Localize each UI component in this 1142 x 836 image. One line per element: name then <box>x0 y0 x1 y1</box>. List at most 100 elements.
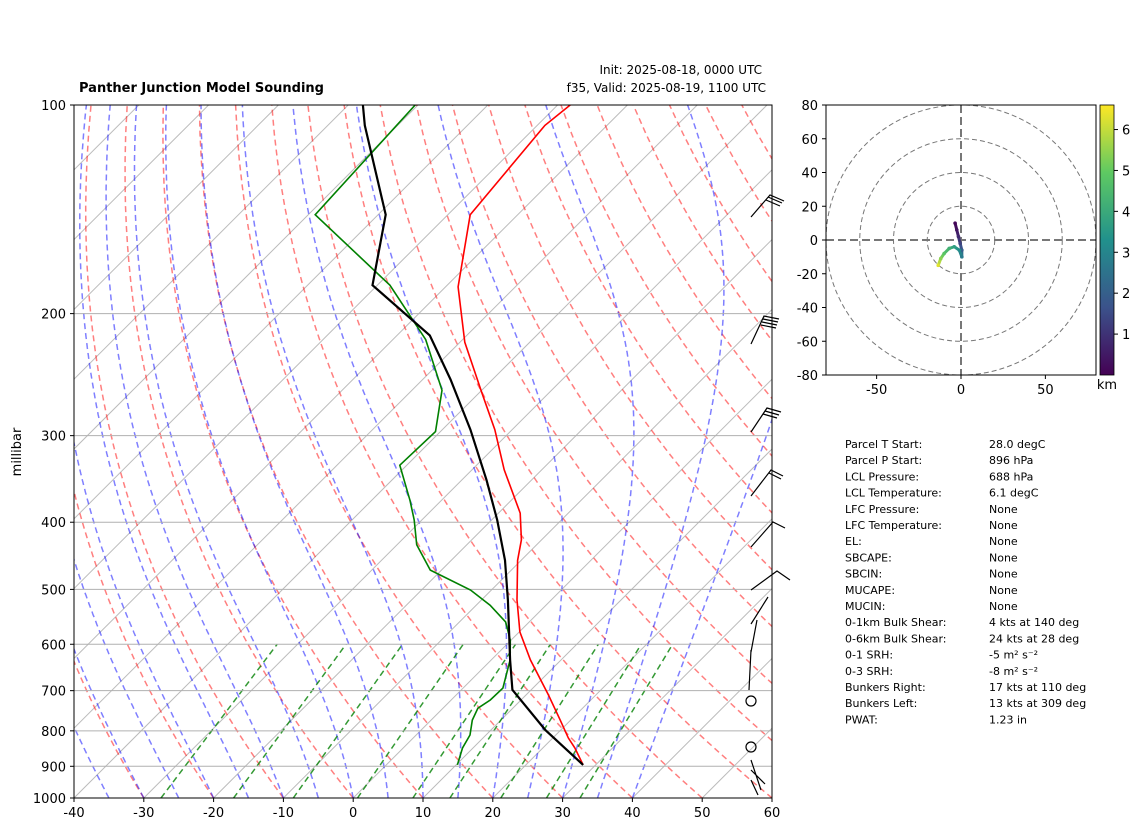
hodograph-point <box>952 245 956 249</box>
isotherm <box>772 105 1142 798</box>
isotherm <box>74 105 767 798</box>
parameter-label: MUCAPE: <box>845 584 895 597</box>
dry-adiabat <box>200 105 493 798</box>
moist-adiabat <box>242 105 423 798</box>
parameter-value: None <box>989 519 1018 532</box>
parameter-label: Bunkers Left: <box>845 697 917 710</box>
wind-barb <box>751 571 790 590</box>
moist-adiabat <box>546 105 634 798</box>
parameter-label: EL: <box>845 535 862 548</box>
y-tick-label: 600 <box>41 638 66 653</box>
hodograph-point <box>942 252 946 256</box>
colorbar-label: km <box>1097 378 1117 393</box>
hodograph-point <box>958 242 962 246</box>
parameter-label: LCL Temperature: <box>845 487 942 500</box>
y-tick-label: 60 <box>801 133 818 148</box>
init-text: Init: 2025-08-18, 0000 UTC <box>599 63 762 77</box>
isotherm <box>632 105 1142 798</box>
x-tick-label: 30 <box>554 806 571 821</box>
parameter-value: 28.0 degC <box>989 438 1046 451</box>
moist-adiabat <box>201 105 388 798</box>
colorbar-tick-label: 6 <box>1122 124 1130 139</box>
parameter-value: 896 hPa <box>989 454 1033 467</box>
colorbar <box>1100 105 1114 375</box>
plot-frame <box>74 105 772 798</box>
colorbar-tick-label: 2 <box>1122 287 1130 302</box>
x-tick-label: 0 <box>957 383 965 398</box>
calm-wind <box>746 742 756 752</box>
y-tick-label: 500 <box>41 583 66 598</box>
y-tick-label: 900 <box>41 760 66 775</box>
parameter-value: 13 kts at 309 deg <box>989 697 1086 710</box>
isotherm <box>702 105 1142 798</box>
y-tick-label: -20 <box>797 268 818 283</box>
dry-adiabat <box>86 105 284 798</box>
wind-barb <box>751 408 781 432</box>
y-tick-label: 80 <box>801 99 818 114</box>
y-tick-label: -80 <box>797 369 818 384</box>
y-tick-label: 20 <box>801 200 818 215</box>
hodograph-point <box>958 248 962 252</box>
wind-barbs <box>746 195 790 795</box>
parameter-label: Bunkers Right: <box>845 681 926 694</box>
parameter-label: Parcel T Start: <box>845 438 922 451</box>
x-tick-label: 0 <box>349 806 357 821</box>
dry-adiabat <box>561 105 1142 798</box>
parameter-label: SBCAPE: <box>845 551 892 564</box>
dry-adiabat <box>45 105 214 798</box>
colorbar-tick-label: 4 <box>1122 205 1130 220</box>
x-tick-label: 10 <box>415 806 432 821</box>
isotherm <box>144 105 837 798</box>
colorbar-tick-label: 3 <box>1122 246 1130 261</box>
y-axis-label: millibar <box>10 427 25 476</box>
x-tick-label: -50 <box>866 383 887 398</box>
valid-text: f35, Valid: 2025-08-19, 1100 UTC <box>567 81 766 95</box>
y-tick-label: 300 <box>41 430 66 445</box>
y-tick-label: -60 <box>797 335 818 350</box>
y-tick-label: 0 <box>810 234 818 249</box>
isotherm <box>283 105 976 798</box>
isotherm <box>353 105 1046 798</box>
y-tick-label: 100 <box>41 99 66 114</box>
dry-adiabat <box>344 105 772 798</box>
parameter-label: 0-1 SRH: <box>845 649 893 662</box>
y-tick-label: 200 <box>41 308 66 323</box>
y-tick-label: 40 <box>801 167 818 182</box>
dry-adiabat <box>597 105 1142 798</box>
parameter-label: 0-6km Bulk Shear: <box>845 632 947 645</box>
dry-adiabat <box>850 105 1142 798</box>
dry-adiabat <box>525 105 1121 798</box>
hodograph-point <box>960 255 964 259</box>
hodograph-point <box>957 235 961 239</box>
x-tick-label: -10 <box>273 806 294 821</box>
dry-adiabat <box>633 105 1142 798</box>
colorbar-tick-label: 1 <box>1122 328 1130 343</box>
x-tick-label: 50 <box>694 806 711 821</box>
profile-line <box>315 105 510 765</box>
colorbar-tick-label: 5 <box>1122 164 1130 179</box>
parameter-label: LFC Temperature: <box>845 519 942 532</box>
moist-adiabat <box>106 105 283 798</box>
parameter-label: MUCIN: <box>845 600 885 613</box>
x-tick-label: 20 <box>485 806 502 821</box>
parameter-value: 6.1 degC <box>989 487 1039 500</box>
parameter-label: PWAT: <box>845 713 878 726</box>
parameter-value: None <box>989 551 1018 564</box>
x-tick-label: -40 <box>63 806 84 821</box>
dry-adiabat <box>778 105 1142 798</box>
wind-barb <box>751 470 783 496</box>
parameter-value: 688 hPa <box>989 470 1033 483</box>
parameter-label: 0-3 SRH: <box>845 665 893 678</box>
parameter-value: 4 kts at 140 deg <box>989 616 1079 629</box>
hodograph-point <box>953 221 957 225</box>
profile-line <box>458 105 583 765</box>
moist-adiabat <box>55 105 214 798</box>
hodograph-point <box>947 247 951 251</box>
parameter-label: SBCIN: <box>845 568 882 581</box>
parameter-label: Parcel P Start: <box>845 454 922 467</box>
isotherm <box>423 105 1116 798</box>
parameter-value: 1.23 in <box>989 713 1027 726</box>
parameter-label: 0-1km Bulk Shear: <box>845 616 947 629</box>
y-tick-label: -40 <box>797 302 818 317</box>
parameter-value: None <box>989 535 1018 548</box>
